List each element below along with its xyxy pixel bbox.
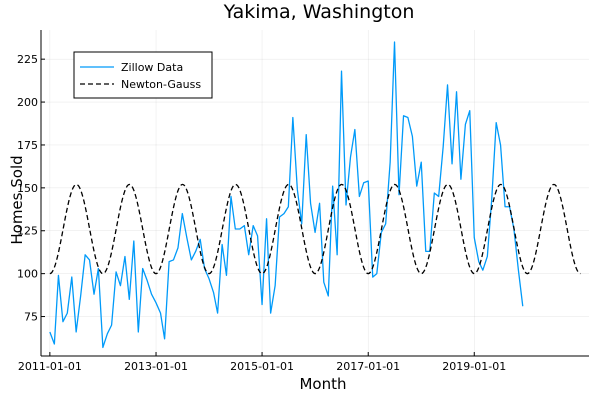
- legend-label-zillow-data: Zillow Data: [121, 61, 183, 74]
- x-axis-label: Month: [299, 375, 346, 393]
- y-tick-label: 150: [17, 182, 38, 195]
- series-layer: [49, 41, 581, 349]
- axis-layer: 75 100 125 150 175 200 225 2011-01-01 2013-01-01…: [17, 30, 589, 373]
- y-tick-label: 100: [17, 268, 38, 281]
- legend: Zillow Data Newton-Gauss: [73, 51, 213, 99]
- y-tick-label: 75: [24, 311, 38, 324]
- y-tick-label: 175: [17, 139, 38, 152]
- x-tick-label: 2015-01-01: [230, 360, 294, 373]
- y-tick-label: 125: [17, 225, 38, 238]
- y-tick-label: 200: [17, 96, 38, 109]
- chart-title: Yakima, Washington: [223, 1, 415, 23]
- series-line-newton-gauss: [49, 183, 581, 275]
- y-axis-label: Homes Sold: [8, 155, 26, 244]
- x-tick-label: 2017-01-01: [336, 360, 400, 373]
- series-line-zillow-data: [49, 41, 524, 349]
- x-tick-label: 2019-01-01: [442, 360, 506, 373]
- legend-label-newton-gauss: Newton-Gauss: [121, 78, 201, 91]
- x-tick-label: 2011-01-01: [18, 360, 82, 373]
- y-tick-label: 225: [17, 53, 38, 66]
- x-tick-label: 2013-01-01: [124, 360, 188, 373]
- legend-box: [73, 51, 213, 99]
